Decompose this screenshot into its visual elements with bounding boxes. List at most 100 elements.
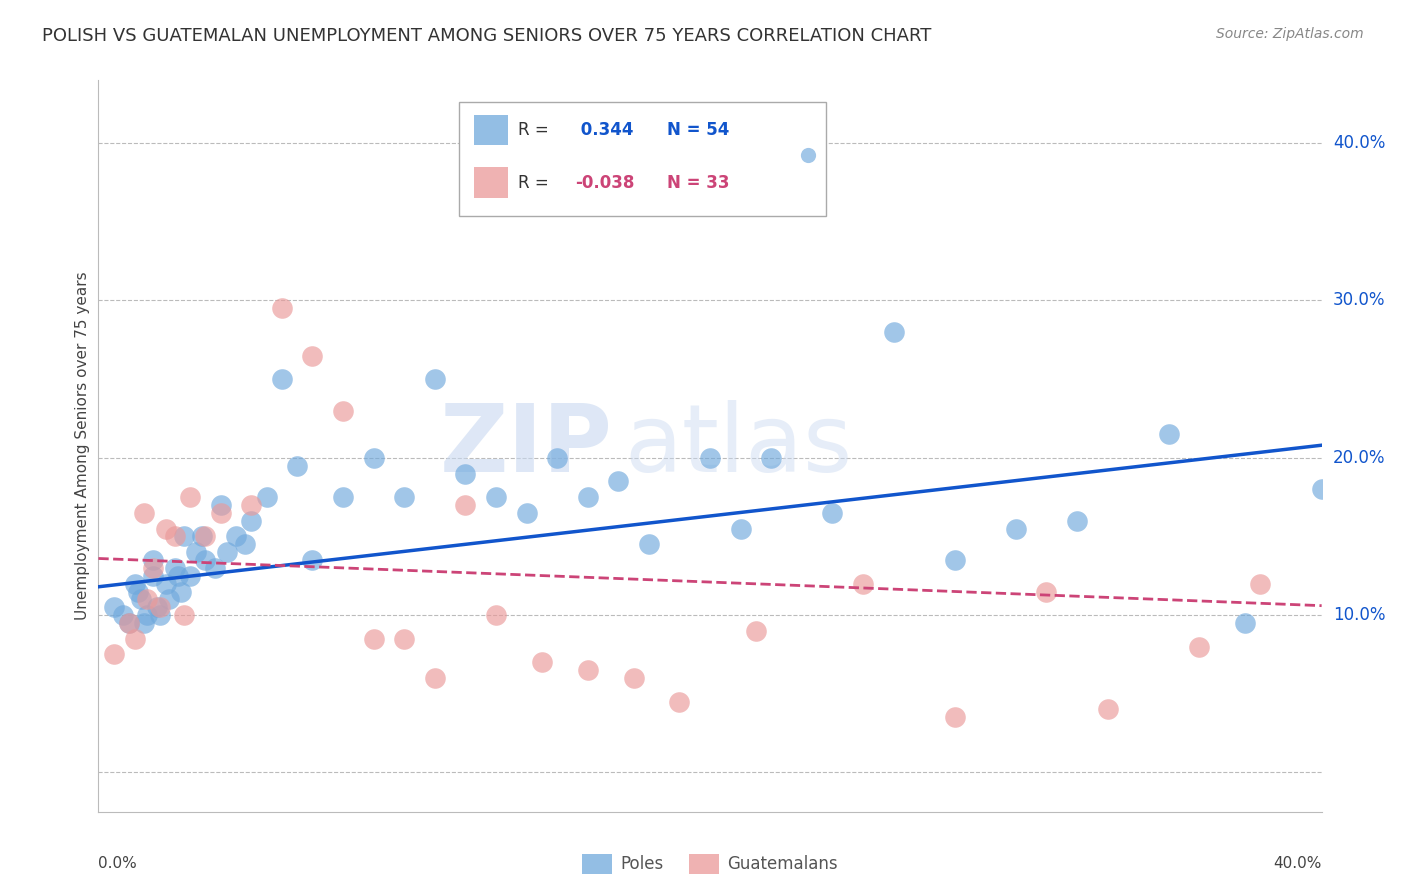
Point [1004,522,1026,536]
Point [270,372,292,386]
Point [163,561,186,575]
Point [118,615,141,630]
Point [759,450,782,465]
Text: Source: ZipAtlas.com: Source: ZipAtlas.com [1216,27,1364,41]
Point [124,576,146,591]
Text: 10.0%: 10.0% [1333,606,1385,624]
Point [1188,640,1211,654]
Text: atlas: atlas [624,400,852,492]
Point [167,568,190,582]
Point [145,600,167,615]
Point [233,537,256,551]
Point [155,522,177,536]
Text: N = 54: N = 54 [668,121,730,139]
Point [576,663,599,677]
Point [136,592,159,607]
Point [194,553,217,567]
Legend: Poles, Guatemalans: Poles, Guatemalans [575,847,845,880]
Text: 0.0%: 0.0% [98,855,138,871]
Point [821,506,844,520]
Point [1157,427,1180,442]
Point [142,568,165,582]
Point [883,325,905,339]
Point [730,522,752,536]
Point [546,450,568,465]
Point [103,600,125,615]
Point [209,506,232,520]
Point [149,600,172,615]
Point [256,490,278,504]
Point [103,648,125,662]
Point [186,545,208,559]
Point [209,498,232,512]
Point [363,450,385,465]
Point [155,576,177,591]
Point [111,608,134,623]
Text: N = 33: N = 33 [668,174,730,192]
Point [363,632,385,646]
Point [204,561,226,575]
Point [127,584,149,599]
Point [699,450,721,465]
Point [301,349,323,363]
Point [240,514,263,528]
Point [142,553,165,567]
Point [285,458,308,473]
Point [332,490,354,504]
Point [392,632,416,646]
Point [637,537,661,551]
FancyBboxPatch shape [460,103,827,216]
Point [118,615,141,630]
Point [852,576,875,591]
Point [142,561,165,575]
Point [163,529,186,543]
Point [454,498,477,512]
Point [129,592,152,607]
Text: 40.0%: 40.0% [1333,134,1385,153]
Point [270,301,292,316]
Point [530,655,553,669]
Point [1097,702,1119,716]
Point [943,710,966,724]
Point [745,624,768,638]
Y-axis label: Unemployment Among Seniors over 75 years: Unemployment Among Seniors over 75 years [75,272,90,620]
Text: 0.344: 0.344 [575,121,634,139]
Point [191,529,214,543]
Point [157,592,180,607]
FancyBboxPatch shape [474,168,508,198]
Point [607,475,630,489]
Text: POLISH VS GUATEMALAN UNEMPLOYMENT AMONG SENIORS OVER 75 YEARS CORRELATION CHART: POLISH VS GUATEMALAN UNEMPLOYMENT AMONG … [42,27,932,45]
Text: -0.038: -0.038 [575,174,636,192]
Point [179,490,201,504]
FancyBboxPatch shape [474,115,508,145]
Point [392,490,416,504]
Point [1035,584,1057,599]
Point [124,632,146,646]
Point [170,584,193,599]
Text: 40.0%: 40.0% [1274,855,1322,871]
Text: R =: R = [517,174,554,192]
Point [623,671,645,685]
Text: 30.0%: 30.0% [1333,292,1385,310]
Point [423,372,446,386]
Point [1310,482,1333,496]
Text: ZIP: ZIP [439,400,612,492]
Point [240,498,263,512]
Point [173,608,195,623]
Point [179,568,201,582]
Point [134,615,156,630]
Point [225,529,247,543]
Point [668,695,690,709]
Text: 20.0%: 20.0% [1333,449,1385,467]
Point [943,553,966,567]
Point [485,490,508,504]
Point [1066,514,1088,528]
Point [485,608,508,623]
Point [423,671,446,685]
Point [576,490,599,504]
Point [136,608,159,623]
Text: R =: R = [517,121,554,139]
Point [173,529,195,543]
Point [149,608,172,623]
Point [194,529,217,543]
